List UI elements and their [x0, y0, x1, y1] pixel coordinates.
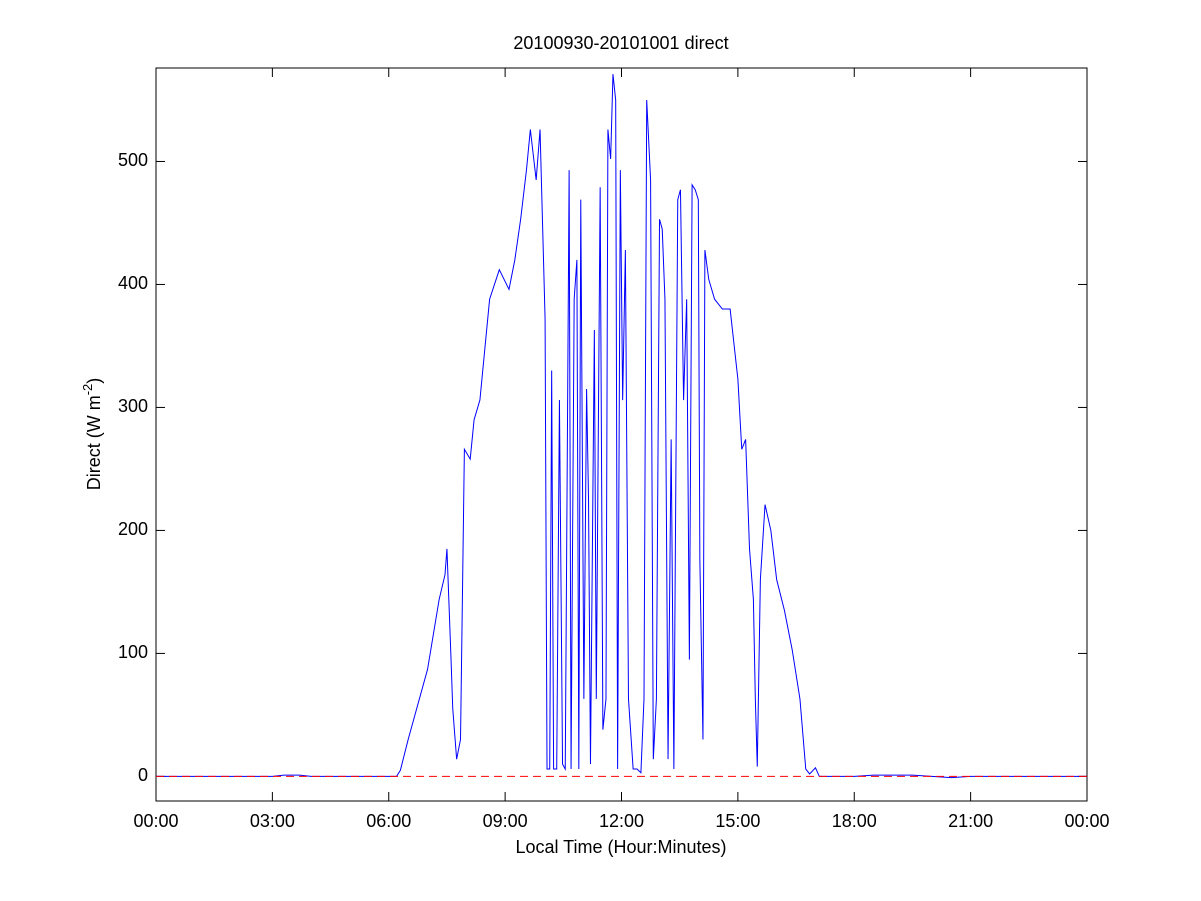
- plot-frame: [155, 67, 1088, 802]
- x-tick-label: 03:00: [250, 811, 295, 831]
- y-tick-label: 400: [118, 273, 148, 293]
- y-axis-label-text: Direct (W m: [84, 395, 104, 490]
- chart-title: 20100930-20101001 direct: [513, 33, 728, 53]
- y-axis-label-close: ): [84, 378, 104, 384]
- x-tick-label: 18:00: [832, 811, 877, 831]
- y-tick-label: 500: [118, 150, 148, 170]
- x-tick-label: 12:00: [599, 811, 644, 831]
- x-tick-label: 09:00: [483, 811, 528, 831]
- y-tick-label: 100: [118, 642, 148, 662]
- x-tick-label: 21:00: [948, 811, 993, 831]
- x-tick-label: 06:00: [366, 811, 411, 831]
- x-tick-label: 15:00: [715, 811, 760, 831]
- data-line: [156, 74, 1087, 779]
- x-tick-label: 00:00: [1064, 811, 1109, 831]
- y-tick-label: 0: [138, 765, 148, 785]
- x-tick-label: 00:00: [133, 811, 178, 831]
- y-axis-label: Direct (W m-2): [80, 378, 104, 491]
- y-tick-label: 300: [118, 396, 148, 416]
- x-axis-label: Local Time (Hour:Minutes): [515, 837, 726, 857]
- y-axis-label-sup: -2: [80, 384, 95, 396]
- y-tick-label: 200: [118, 519, 148, 539]
